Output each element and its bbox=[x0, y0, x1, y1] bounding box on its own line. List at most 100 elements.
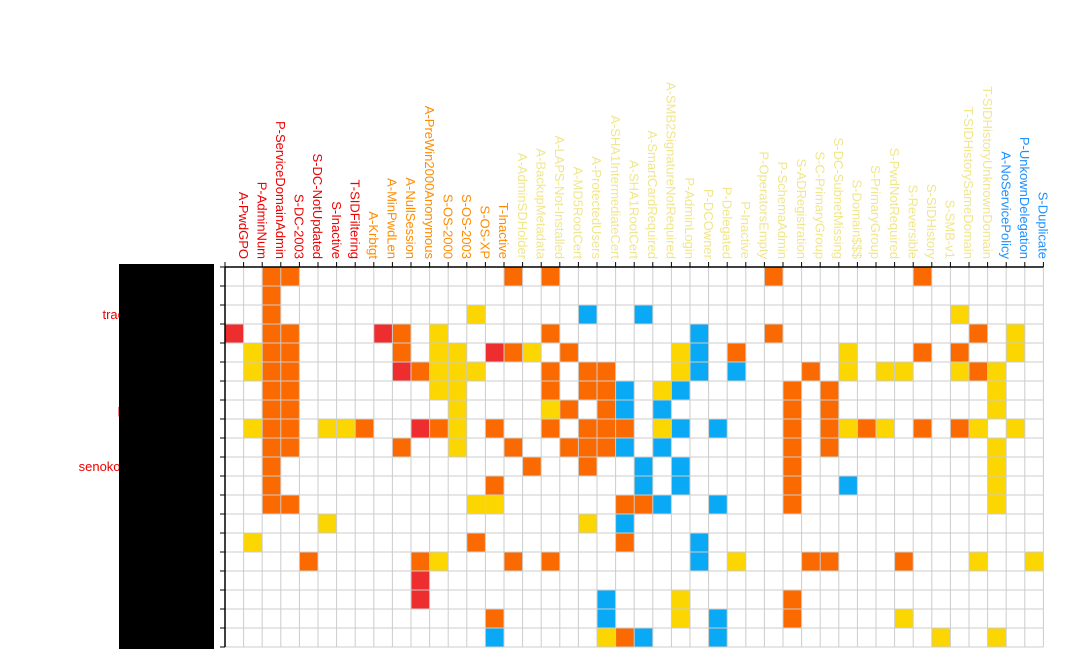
heatmap-cell bbox=[652, 381, 672, 400]
heatmap-cell bbox=[559, 400, 579, 419]
heatmap-cell bbox=[597, 381, 616, 400]
heatmap-cell bbox=[615, 400, 635, 419]
heatmap-cell bbox=[466, 495, 486, 514]
heatmap-cell bbox=[708, 628, 728, 647]
heatmap-cell bbox=[987, 628, 1007, 647]
heatmap-cell bbox=[876, 419, 895, 438]
heatmap-cell bbox=[671, 362, 690, 381]
heatmap-cell bbox=[411, 362, 430, 381]
heatmap-cell bbox=[429, 381, 449, 400]
heatmap-cell bbox=[448, 343, 467, 362]
heatmap-cell bbox=[485, 628, 504, 647]
column-label: S-PrimaryGroup bbox=[868, 165, 883, 259]
heatmap-cell bbox=[262, 305, 281, 324]
heatmap-cell bbox=[597, 362, 616, 381]
heatmap-cell bbox=[652, 419, 672, 438]
heatmap-cell bbox=[615, 628, 635, 647]
heatmap-cell bbox=[485, 609, 504, 628]
heatmap-cell bbox=[448, 400, 467, 419]
heatmap-cell bbox=[466, 305, 486, 324]
heatmap-cell bbox=[783, 457, 802, 476]
heatmap-cell bbox=[485, 419, 504, 438]
column-label: S-DC-NotUpdated bbox=[310, 154, 325, 260]
heatmap-cell bbox=[838, 476, 858, 495]
heatmap-cell bbox=[783, 381, 802, 400]
column-label: T-SIDFiltering bbox=[347, 180, 362, 259]
heatmap-cell bbox=[448, 362, 467, 381]
heatmap-cell bbox=[690, 552, 709, 571]
heatmap-cell bbox=[578, 419, 597, 438]
heatmap-cell bbox=[280, 267, 300, 286]
heatmap-cell bbox=[541, 552, 560, 571]
heatmap-cell bbox=[690, 362, 709, 381]
heatmap-cell bbox=[429, 419, 449, 438]
column-label: S-Duplicate bbox=[1036, 192, 1051, 259]
heatmap-cell bbox=[262, 381, 281, 400]
heatmap-cell bbox=[262, 362, 281, 381]
heatmap-cell bbox=[950, 305, 969, 324]
heatmap-cell bbox=[262, 267, 281, 286]
heatmap-cell bbox=[411, 571, 430, 590]
heatmap-cell bbox=[280, 324, 300, 343]
heatmap-cell bbox=[578, 362, 597, 381]
heatmap-cell bbox=[1006, 419, 1025, 438]
heatmap-cell bbox=[262, 286, 281, 305]
heatmap-cell bbox=[801, 552, 821, 571]
heatmap-cell bbox=[969, 362, 988, 381]
heatmap-cell bbox=[597, 419, 616, 438]
heatmap-cell bbox=[504, 267, 523, 286]
heatmap-cell bbox=[262, 343, 281, 362]
heatmap-cell bbox=[504, 552, 523, 571]
heatmap-cell bbox=[801, 362, 821, 381]
heatmap-cell bbox=[727, 362, 746, 381]
column-label: A-NullSession bbox=[403, 177, 418, 259]
heatmap-cell bbox=[1024, 552, 1044, 571]
heatmap-cell bbox=[355, 419, 374, 438]
heatmap-cell bbox=[671, 343, 690, 362]
heatmap-cell bbox=[652, 495, 672, 514]
heatmap-cell bbox=[820, 400, 839, 419]
heatmap-cell bbox=[522, 457, 542, 476]
heatmap-cell bbox=[615, 495, 635, 514]
heatmap-cell bbox=[634, 305, 653, 324]
heatmap-cell bbox=[448, 381, 467, 400]
heatmap-cell bbox=[634, 495, 653, 514]
heatmap-cell bbox=[987, 362, 1007, 381]
heatmap-cell bbox=[429, 324, 449, 343]
heatmap-cell bbox=[931, 628, 951, 647]
heatmap-cell bbox=[615, 381, 635, 400]
heatmap-cell bbox=[1006, 324, 1025, 343]
heatmap-cell bbox=[243, 533, 263, 552]
heatmap-cell bbox=[411, 552, 430, 571]
heatmap-cell bbox=[690, 343, 709, 362]
heatmap-cell bbox=[671, 590, 690, 609]
heatmap-cell bbox=[987, 400, 1007, 419]
heatmap-cell bbox=[262, 324, 281, 343]
heatmap-cell bbox=[541, 400, 560, 419]
column-label: P-UnkownDelegation bbox=[1017, 137, 1032, 259]
heatmap-cell bbox=[597, 400, 616, 419]
heatmap-cell bbox=[504, 438, 523, 457]
heatmap-cell bbox=[280, 381, 300, 400]
heatmap-cell bbox=[392, 343, 411, 362]
column-label: S-ADRegistration bbox=[794, 159, 809, 259]
heatmap-cell bbox=[671, 457, 690, 476]
heatmap-cell bbox=[262, 438, 281, 457]
heatmap-cell bbox=[708, 419, 728, 438]
heatmap-cell bbox=[783, 419, 802, 438]
heatmap-cell bbox=[392, 324, 411, 343]
heatmap-cell bbox=[448, 438, 467, 457]
heatmap-cell bbox=[299, 552, 318, 571]
column-label: S-DC-2003 bbox=[292, 194, 307, 259]
heatmap-cell bbox=[671, 381, 690, 400]
heatmap-cell bbox=[485, 476, 504, 495]
heatmap-cell bbox=[262, 476, 281, 495]
heatmap-cell bbox=[262, 457, 281, 476]
heatmap-cell bbox=[578, 381, 597, 400]
heatmap-cell bbox=[913, 267, 932, 286]
heatmap-cell bbox=[429, 552, 449, 571]
heatmap-cell bbox=[597, 590, 616, 609]
heatmap-cell bbox=[615, 533, 635, 552]
column-label: P-OperatorsEmpty bbox=[757, 151, 772, 259]
heatmap-cell bbox=[578, 438, 597, 457]
